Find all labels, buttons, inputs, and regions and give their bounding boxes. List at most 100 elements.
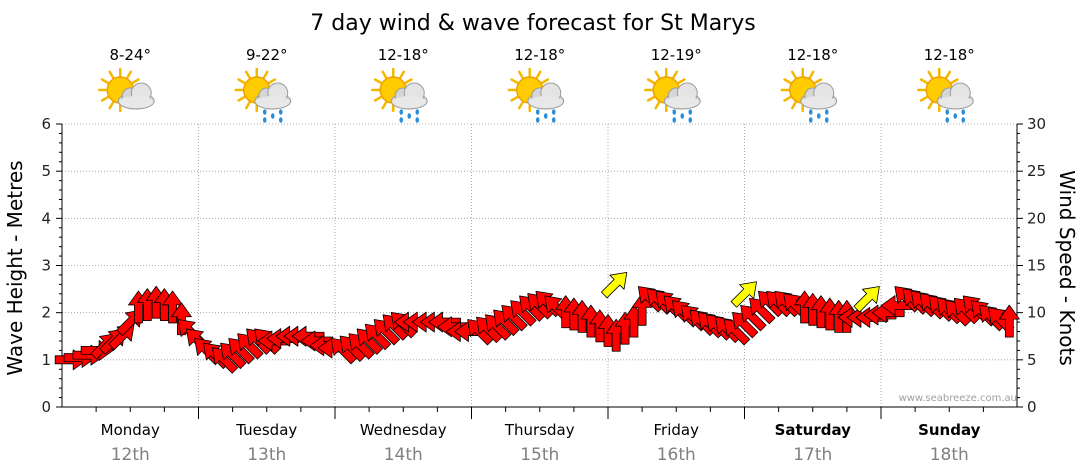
sun-cloud-rain-icon	[644, 67, 701, 123]
left-tick-label: 6	[41, 115, 51, 133]
left-tick-label: 2	[41, 304, 51, 322]
sun-ray	[535, 70, 542, 80]
rain-drop	[278, 117, 283, 123]
cloud-fill	[938, 96, 973, 108]
day-temperature: 12-18°	[378, 46, 429, 64]
rain-drop	[945, 109, 950, 115]
partly-cloudy-icon	[98, 67, 155, 113]
sun-ray	[919, 78, 929, 85]
rain-drop	[399, 117, 404, 123]
rain-drop	[672, 109, 677, 115]
rain-drop	[535, 117, 540, 123]
right-tick-label: 0	[1027, 398, 1037, 416]
sun-ray	[373, 78, 383, 85]
right-tick-label: 15	[1027, 257, 1046, 275]
rain-drop	[262, 117, 267, 123]
rain-drop	[680, 113, 685, 119]
rain-drop	[535, 109, 540, 115]
sun-ray	[919, 95, 929, 102]
day-name-label: Thursday	[504, 421, 575, 439]
sun-ray	[510, 78, 519, 85]
sun-ray	[100, 78, 110, 85]
day-name-label: Saturday	[775, 421, 852, 439]
wind-arrow-shape	[600, 271, 628, 299]
rain-drop	[270, 113, 275, 119]
cloud-fill	[665, 96, 700, 108]
day-temperature: 8-24°	[109, 46, 151, 64]
rain-drop	[415, 117, 420, 123]
left-axis-label: Wave Height - Metres	[3, 160, 27, 375]
sun-ray	[510, 95, 519, 102]
wind-arrow-highlight	[730, 281, 757, 308]
rain-drop	[551, 109, 556, 115]
day-date-label: 17th	[793, 445, 832, 465]
rain-drop	[808, 117, 813, 123]
cloud-fill	[392, 96, 427, 108]
sun-ray	[654, 100, 661, 110]
day-name-label: Sunday	[918, 421, 981, 439]
rain-drop	[407, 113, 412, 119]
chart-title: 7 day wind & wave forecast for St Marys	[310, 11, 755, 36]
sun-ray	[791, 70, 797, 80]
wind-arrow	[998, 304, 1020, 338]
cloud-fill	[528, 96, 563, 108]
sun-ray	[126, 70, 132, 80]
rain-drop	[262, 109, 267, 115]
rain-drop	[961, 117, 966, 123]
sun-ray	[100, 95, 110, 102]
sun-ray	[381, 100, 388, 110]
rain-drop	[688, 109, 693, 115]
day-temperature: 9-22°	[246, 46, 288, 64]
sun-cloud-rain-icon	[780, 67, 838, 123]
sun-ray	[404, 78, 413, 85]
sun-ray	[950, 78, 959, 85]
day-date-label: 12th	[111, 445, 150, 465]
right-tick-label: 20	[1027, 209, 1046, 227]
day-temperature: 12-18°	[514, 46, 565, 64]
sun-ray	[267, 78, 277, 85]
sun-ray	[646, 95, 656, 102]
day-date-label: 13th	[247, 445, 286, 465]
rain-drop	[816, 113, 821, 119]
day-date-label: 16th	[657, 445, 696, 465]
chart-axes	[61, 124, 1018, 419]
sun-ray	[108, 70, 115, 80]
right-tick-label: 30	[1027, 115, 1046, 133]
sun-ray	[945, 70, 951, 80]
rain-drop	[399, 109, 404, 115]
day-temperature: 12-18°	[924, 46, 975, 64]
day-temperature: 12-18°	[787, 46, 838, 64]
sun-ray	[808, 70, 815, 80]
sun-ray	[237, 78, 246, 85]
sun-ray	[381, 70, 388, 80]
sun-cloud-rain-icon	[234, 67, 292, 123]
rain-drop	[551, 117, 556, 123]
sun-ray	[237, 95, 246, 102]
rain-drop	[543, 113, 548, 119]
right-tick-label: 5	[1027, 351, 1037, 369]
wind-arrow-highlight	[600, 271, 628, 299]
watermark: www.seabreeze.com.au	[899, 393, 1017, 404]
wind-arrow-shape	[853, 286, 880, 313]
day-date-label: 18th	[930, 445, 969, 465]
rain-drop	[688, 117, 693, 123]
left-tick-label: 0	[41, 398, 51, 416]
day-name-label: Friday	[654, 421, 700, 439]
sun-ray	[646, 78, 656, 85]
right-tick-label: 10	[1027, 304, 1046, 322]
left-tick-label: 1	[41, 351, 51, 369]
day-name-label: Wednesday	[360, 421, 447, 439]
sun-ray	[677, 78, 686, 85]
rain-drop	[808, 109, 813, 115]
wind-arrow-shape	[730, 281, 757, 308]
right-axis-ticks: 0 5 10 15 20 25 30	[1017, 115, 1046, 416]
rain-drop	[415, 109, 420, 115]
sun-ray	[245, 100, 251, 110]
wind-arrows	[54, 271, 1020, 374]
sun-cloud-rain-icon	[507, 67, 565, 123]
cloud-fill	[255, 96, 290, 108]
sun-ray	[373, 95, 383, 102]
rain-drop	[953, 113, 958, 119]
